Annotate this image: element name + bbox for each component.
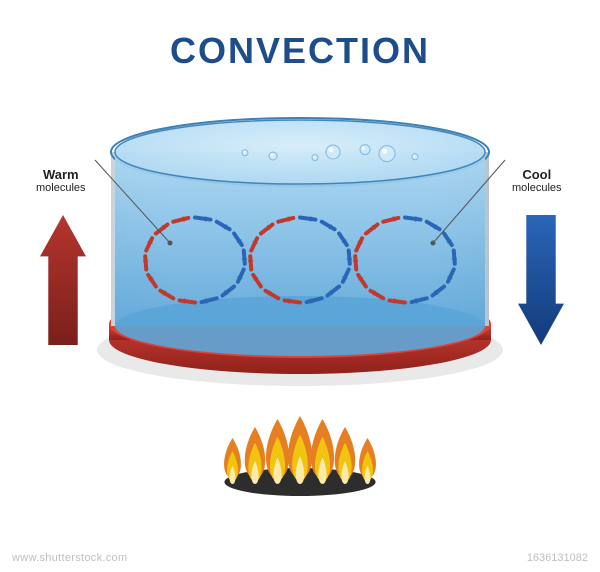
label-line1: Warm (43, 167, 79, 182)
diagram-title: CONVECTION (170, 30, 430, 72)
burner-flame (210, 400, 390, 500)
stock-id-text: 1636131082 (527, 552, 588, 564)
label-line1: Cool (522, 167, 551, 182)
water-container-diagram (75, 115, 525, 429)
watermark-text: www.shutterstock.com (12, 552, 127, 564)
